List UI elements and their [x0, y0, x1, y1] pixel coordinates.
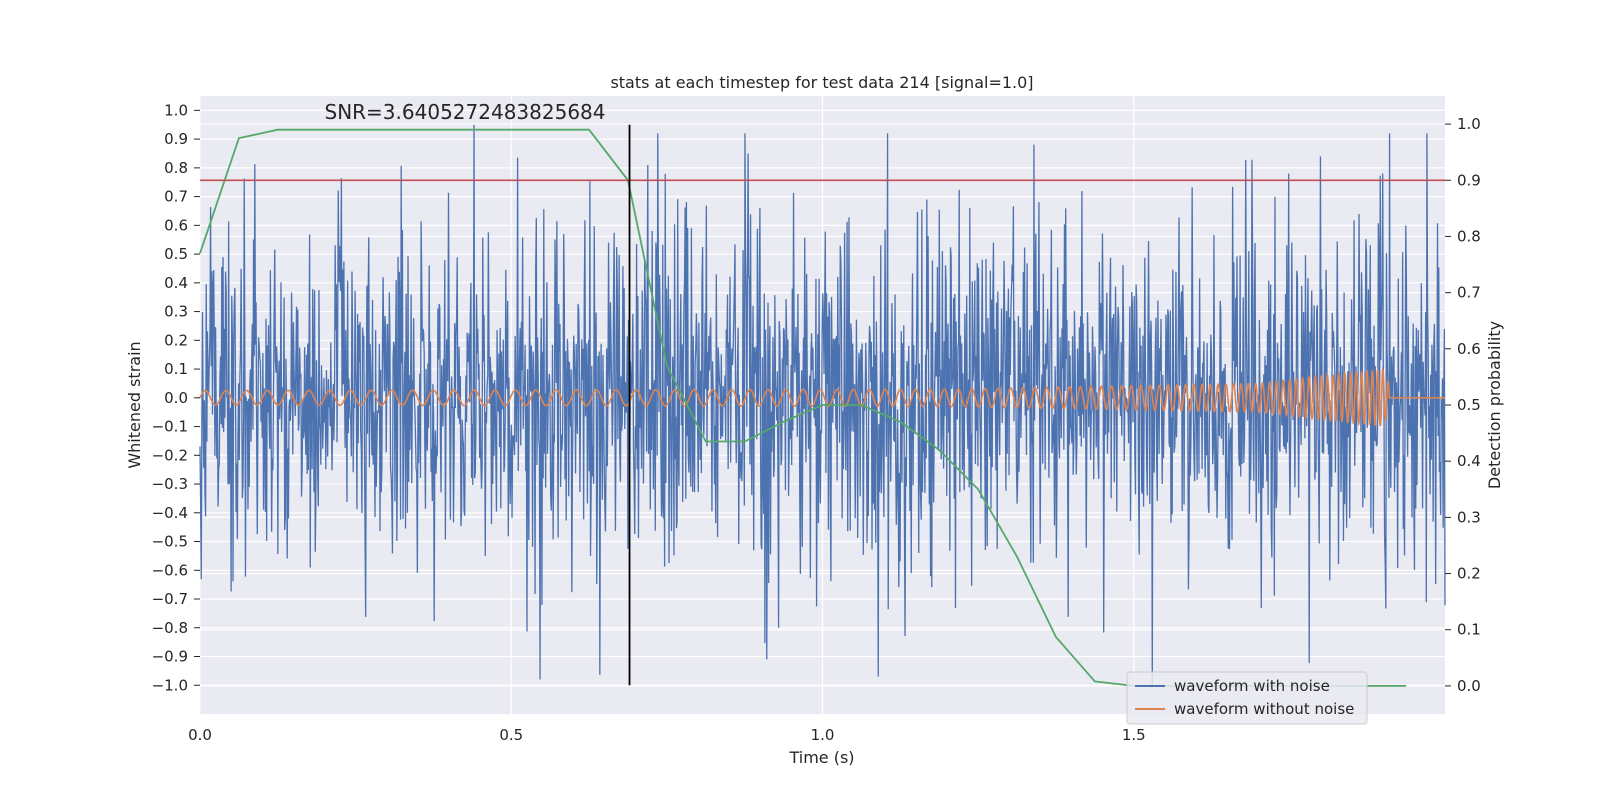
- y-tick-label: 0.4: [164, 274, 188, 292]
- y2-tick-label: 0.8: [1457, 227, 1481, 245]
- y2-tick-label: 0.7: [1457, 284, 1481, 302]
- y2-tick-label: 0.0: [1457, 677, 1481, 695]
- y-tick-label: 0.6: [164, 216, 188, 234]
- legend-box: [1126, 671, 1368, 725]
- y-tick-label: 0.1: [164, 360, 188, 378]
- legend: waveform with noise waveform without noi…: [1126, 671, 1368, 725]
- y-tick-label: −0.3: [152, 475, 188, 493]
- y-tick-label: 0.2: [164, 331, 188, 349]
- y2-tick-label: 0.4: [1457, 452, 1481, 470]
- y-tick-label: 0.8: [164, 159, 188, 177]
- y-tick-label: 0.5: [164, 245, 188, 263]
- y2-tick-label: 1.0: [1457, 115, 1481, 133]
- x-tick-label: 1.5: [1122, 726, 1146, 744]
- y-tick-label: 0.7: [164, 188, 188, 206]
- y-tick-label: 0.3: [164, 303, 188, 321]
- y2-tick-label: 0.1: [1457, 621, 1481, 639]
- y2-tick-label: 0.6: [1457, 340, 1481, 358]
- y-tick-label: 1.0: [164, 101, 188, 119]
- overlay-layer: [200, 124, 1445, 686]
- noisy-waveform-line: [199, 124, 1446, 686]
- legend-label-clean: waveform without noise: [1174, 700, 1354, 718]
- y-tick-label: −0.4: [152, 504, 188, 522]
- x-tick-label: 1.0: [811, 726, 835, 744]
- y2-tick-label: 0.9: [1457, 171, 1481, 189]
- y2-tick-label: 0.2: [1457, 565, 1481, 583]
- y-tick-label: −0.1: [152, 418, 188, 436]
- clean-waveform-line: [199, 366, 1445, 427]
- x-tick-label: 0.0: [188, 726, 212, 744]
- y2-tick-label: 0.3: [1457, 508, 1481, 526]
- y-tick-label: −0.6: [152, 561, 188, 579]
- x-axis-label: Time (s): [788, 748, 854, 767]
- y-tick-label: −0.9: [152, 648, 188, 666]
- chart-title: stats at each timestep for test data 214…: [610, 73, 1033, 92]
- y-tick-label: −0.8: [152, 619, 188, 637]
- x-tick-label: 0.5: [499, 726, 523, 744]
- tick-labels: 0.0 0.5 1.0 1.5 1.0 0.9 0.8 0.7 0.6 0.5 0.4 0.3 0.2 0…: [152, 101, 1481, 744]
- y2-axis-label: Detection probability: [1485, 321, 1504, 489]
- y-tick-label: −0.2: [152, 446, 188, 464]
- y-tick-label: 0.9: [164, 130, 188, 148]
- legend-label-noisy: waveform with noise: [1174, 677, 1330, 695]
- snr-annotation: SNR=3.6405272483825684: [325, 100, 606, 124]
- y-tick-label: −0.5: [152, 533, 188, 551]
- y2-tick-label: 0.5: [1457, 396, 1481, 414]
- y-axis-label: Whitened strain: [125, 341, 144, 468]
- y-tick-label: −1.0: [152, 676, 188, 694]
- y-tick-label: 0.0: [164, 389, 188, 407]
- y-tick-label: −0.7: [152, 590, 188, 608]
